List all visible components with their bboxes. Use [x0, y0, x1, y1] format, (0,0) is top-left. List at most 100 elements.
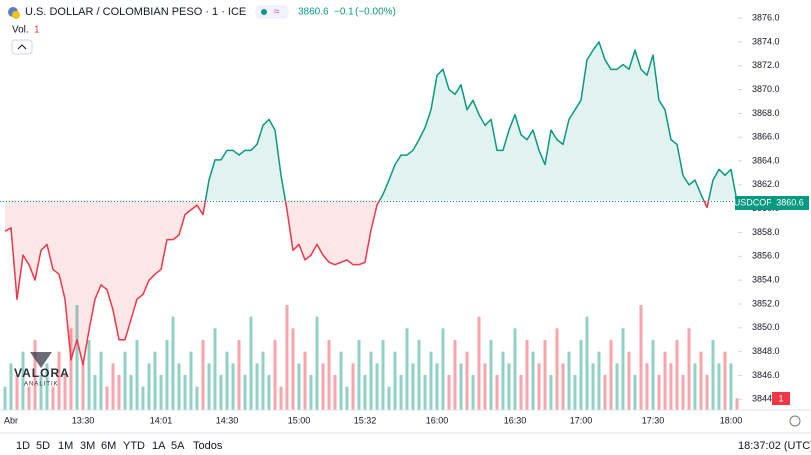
status-icon: ≈	[274, 7, 280, 18]
y-tick-label: 3862.0	[752, 179, 780, 189]
volume-bar	[345, 386, 349, 410]
volume-bar	[609, 340, 613, 410]
volume-bar	[561, 363, 565, 410]
y-tick-label: 3850.0	[752, 322, 780, 332]
symbol-tag-text: USDCOP	[734, 197, 773, 207]
symbol-title: U.S. DOLLAR / COLOMBIAN PESO · 1 · ICE	[25, 6, 246, 18]
collapse-icon	[17, 44, 27, 50]
y-tick-label: 3866.0	[752, 132, 780, 142]
y-tick-label: 3856.0	[752, 251, 780, 261]
y-tick-label: 3868.0	[752, 108, 780, 118]
volume-bar	[237, 340, 241, 410]
symbol-tag	[735, 196, 771, 210]
volume-bar	[699, 351, 703, 410]
volume-bar	[579, 340, 583, 410]
x-tick-label: 15:32	[354, 415, 377, 425]
volume-bar	[513, 328, 517, 410]
volume-bar	[597, 351, 601, 410]
y-tick-label: 3870.0	[752, 84, 780, 94]
y-tick-label: 3848.0	[752, 346, 780, 356]
volume-bar	[411, 363, 415, 410]
volume-bar	[543, 340, 547, 410]
volume-bar	[285, 305, 289, 410]
volume-bar	[303, 351, 307, 410]
x-tick-label: 17:30	[642, 415, 665, 425]
x-tick-label: 18:00	[720, 415, 743, 425]
volume-bar	[357, 340, 361, 410]
area-fill	[5, 41, 737, 365]
volume-bar	[51, 386, 55, 410]
range-button[interactable]: 5D	[36, 440, 50, 452]
volume-bar	[225, 351, 229, 410]
volume-tag-text: 1	[778, 393, 783, 403]
volume-bar	[405, 328, 409, 410]
price-line	[4, 41, 738, 366]
volume-bar	[177, 363, 181, 410]
volume-bar	[201, 340, 205, 410]
volume-bar	[99, 351, 103, 410]
volume-bar	[123, 351, 127, 410]
volume-bar	[417, 340, 421, 410]
collapse-button[interactable]	[11, 39, 33, 55]
y-tick-label: 3854.0	[752, 275, 780, 285]
volume-bar	[111, 363, 115, 410]
volume-bar	[705, 375, 709, 410]
volume-bar	[735, 398, 739, 410]
status-badge	[255, 5, 289, 19]
volume-bar	[633, 375, 637, 410]
x-tick-label: 13:30	[72, 415, 95, 425]
volume-bar	[387, 386, 391, 410]
price-tag	[771, 196, 809, 210]
volume-bar	[219, 375, 223, 410]
range-button[interactable]: 3M	[80, 440, 95, 452]
volume-bar	[135, 340, 139, 410]
volume-bar	[315, 316, 319, 410]
volume-bar	[531, 351, 535, 410]
range-button[interactable]: 6M	[101, 440, 116, 452]
volume-bar	[429, 351, 433, 410]
volume-bar	[393, 351, 397, 410]
volume-bar	[267, 375, 271, 410]
settings-icon[interactable]	[789, 415, 801, 427]
volume-bar	[207, 363, 211, 410]
range-button[interactable]: 1M	[58, 440, 73, 452]
y-tick-label: 3864.0	[752, 155, 780, 165]
volume-bar	[447, 375, 451, 410]
range-button[interactable]: 5A	[171, 440, 185, 452]
volume-bar	[615, 363, 619, 410]
volume-bar	[693, 363, 697, 410]
volume-bar	[231, 363, 235, 410]
price-layer	[0, 41, 738, 366]
volume-bar	[537, 363, 541, 410]
x-tick-label: 14:30	[216, 415, 239, 425]
volume-label: Vol.	[12, 25, 29, 36]
volume-bar	[261, 351, 265, 410]
volume-bar	[657, 375, 661, 410]
range-button[interactable]: 1D	[16, 440, 30, 452]
range-button[interactable]: Todos	[193, 440, 223, 452]
volume-bar	[63, 375, 67, 410]
volume-bar	[645, 363, 649, 410]
x-tick-label: Abr	[4, 415, 18, 425]
volume-bar	[675, 340, 679, 410]
watermark-sub: ANALITIK	[24, 382, 59, 388]
volume-bar	[477, 316, 481, 410]
range-button[interactable]: 1A	[152, 440, 166, 452]
volume-bar	[567, 351, 571, 410]
volume-bar	[309, 375, 313, 410]
volume-bar	[723, 351, 727, 410]
volume-bar	[279, 386, 283, 410]
volume-bar	[399, 375, 403, 410]
range-button[interactable]: YTD	[123, 440, 145, 452]
status-dot	[261, 9, 267, 15]
volume-bar	[27, 386, 31, 410]
volume-bar	[129, 375, 133, 410]
volume-bar	[519, 375, 523, 410]
volume-bar	[603, 375, 607, 410]
volume-bar	[105, 386, 109, 410]
volume-bar	[363, 375, 367, 410]
volume-bar	[15, 375, 19, 410]
volume-bar	[321, 363, 325, 410]
symbol-logo	[12, 11, 20, 19]
y-tick-label: 3844.0	[752, 394, 780, 404]
